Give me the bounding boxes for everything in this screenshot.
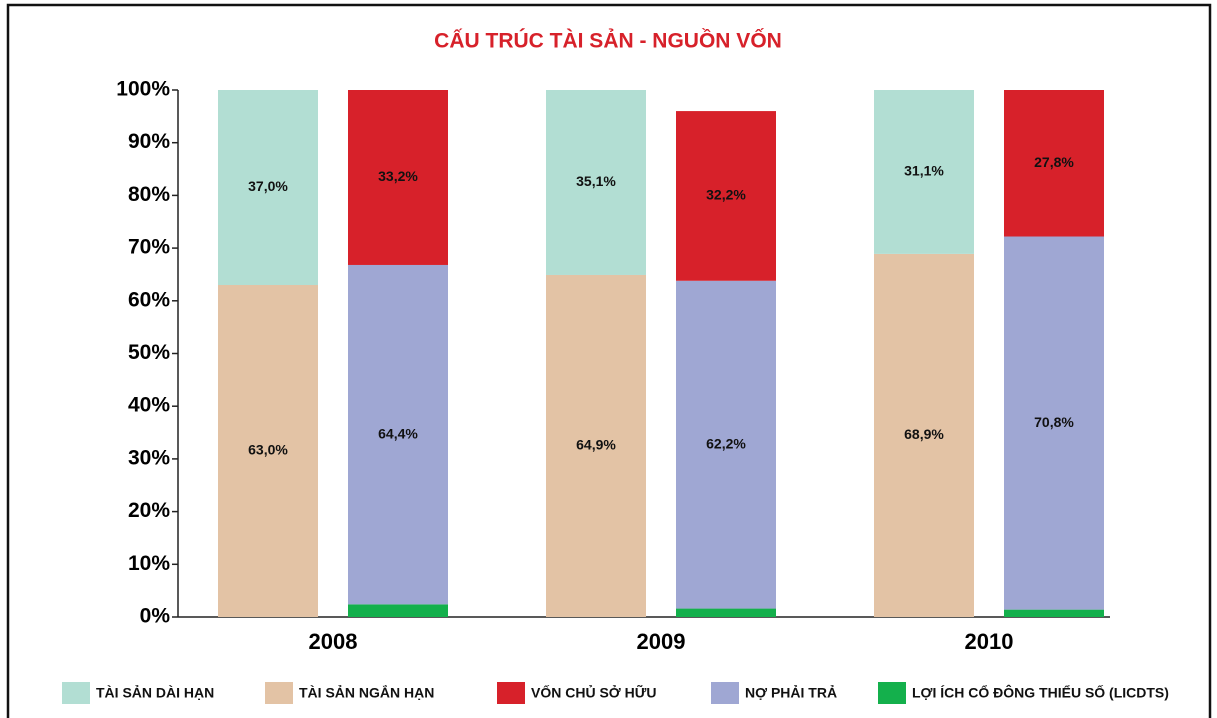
bar-segment xyxy=(348,604,448,617)
legend-swatch xyxy=(878,682,906,704)
y-tick-label: 80% xyxy=(128,183,170,206)
legend-swatch xyxy=(265,682,293,704)
y-tick-label: 10% xyxy=(128,552,170,575)
bar-segment xyxy=(546,274,646,617)
legend-swatch xyxy=(497,682,525,704)
bar-segment xyxy=(1004,236,1104,610)
x-tick-label: 2010 xyxy=(965,629,1014,654)
legend-label: TÀI SẢN DÀI HẠN xyxy=(96,685,214,701)
y-tick-label: 60% xyxy=(128,288,170,311)
legend-label: VỐN CHỦ SỞ HỮU xyxy=(531,684,656,701)
bar-segment xyxy=(348,90,448,265)
y-tick-label: 50% xyxy=(128,341,170,364)
value-label: 37,0% xyxy=(248,178,288,194)
bar-segment xyxy=(348,264,448,605)
y-tick-label: 70% xyxy=(128,236,170,259)
y-tick-label: 40% xyxy=(128,394,170,417)
value-label: 33,2% xyxy=(378,168,418,184)
value-label: 62,2% xyxy=(706,435,746,451)
value-label: 64,4% xyxy=(378,425,418,441)
value-label: 70,8% xyxy=(1034,414,1074,430)
bar-segment xyxy=(874,253,974,617)
legend-swatch xyxy=(711,682,739,704)
value-label: 64,9% xyxy=(576,437,616,453)
value-label: 32,2% xyxy=(706,187,746,203)
value-label: 31,1% xyxy=(904,163,944,179)
value-label: 68,9% xyxy=(904,426,944,442)
legend-label: TÀI SẢN NGẮN HẠN xyxy=(299,684,434,701)
legend-label: NỢ PHẢI TRẢ xyxy=(745,685,837,701)
legend-label: LỢI ÍCH CỔ ĐÔNG THIỂU SỐ (LICDTS) xyxy=(912,684,1169,701)
chart-title: CẤU TRÚC TÀI SẢN - NGUỒN VỐN xyxy=(434,29,782,53)
bar-segment xyxy=(218,90,318,285)
y-tick-label: 90% xyxy=(128,130,170,153)
bar-segment xyxy=(676,280,776,609)
x-tick-label: 2008 xyxy=(309,629,358,654)
bar-segment xyxy=(1004,609,1104,617)
y-tick-label: 30% xyxy=(128,446,170,469)
bar-segment xyxy=(676,111,776,281)
legend-swatch xyxy=(62,682,90,704)
value-label: 35,1% xyxy=(576,173,616,189)
bar-segment xyxy=(874,90,974,254)
bar-segment xyxy=(218,284,318,617)
bar-segment xyxy=(676,608,776,617)
bar-segment xyxy=(1004,90,1104,237)
bar-segment xyxy=(546,90,646,275)
y-tick-label: 100% xyxy=(116,78,170,101)
x-tick-label: 2009 xyxy=(637,629,686,654)
value-label: 63,0% xyxy=(248,442,288,458)
value-label: 27,8% xyxy=(1034,154,1074,170)
y-tick-label: 0% xyxy=(140,605,171,628)
y-tick-label: 20% xyxy=(128,499,170,522)
